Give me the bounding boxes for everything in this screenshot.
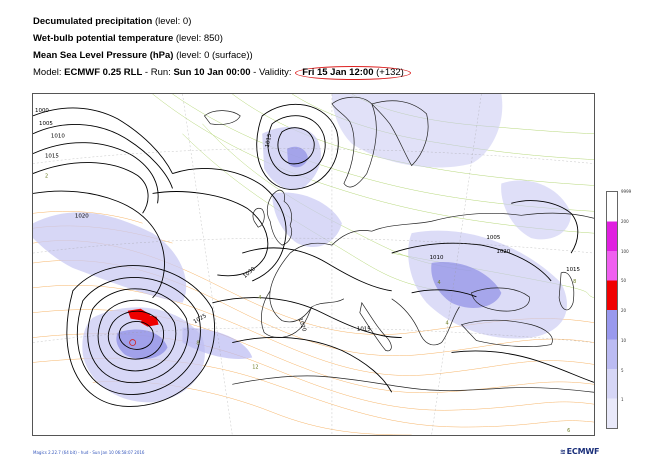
isobar-label: 1005: [486, 235, 500, 241]
legend-tick-label: 100: [621, 248, 629, 254]
coast-mainland-europe: [269, 212, 594, 323]
title-mslp-name: Mean Sea Level Pressure (hPa): [33, 50, 174, 61]
run-time: Sun 10 Jan 00:00: [173, 67, 251, 78]
theta-label: 8: [196, 341, 199, 347]
isobar-label: 1005: [39, 121, 53, 127]
legend-tick-label: 9999: [621, 189, 632, 194]
title-precipitation-level: (level: 0): [152, 16, 192, 27]
coast-italy: [359, 301, 392, 352]
coast-scandinavia: [331, 96, 429, 188]
isobar-label: 1000: [35, 108, 49, 114]
legend-tick-label: 5: [621, 367, 624, 373]
coast-black-sea: [471, 287, 530, 312]
validity-step: (+132): [373, 67, 404, 78]
isobar-label: 1020: [496, 249, 510, 255]
title-wetbulb-name: Wet-bulb potential temperature: [33, 33, 174, 44]
legend-tick-label: 50: [621, 278, 627, 284]
legend-swatch: [607, 251, 617, 281]
theta-labels: 2 4 4 8 12 4 6 8: [45, 174, 576, 435]
isobar-label: 1015: [45, 154, 59, 160]
coastlines: [203, 96, 594, 393]
legend-swatch: [607, 221, 617, 251]
coast-iceland: [203, 110, 241, 125]
coast-balkans: [391, 298, 460, 346]
coast-uk: [266, 189, 293, 246]
legend-swatch: [607, 398, 617, 428]
legend-tick-label: 20: [621, 308, 627, 313]
isobar-label: 1015: [357, 327, 371, 333]
theta-label: 4: [438, 280, 441, 286]
validity-time: Fri 15 Jan 12:00: [302, 67, 374, 78]
precipitation-legend: [606, 191, 618, 429]
coast-ireland: [252, 208, 265, 228]
theta-label: 12: [252, 364, 258, 370]
isobar-label: 1020: [296, 317, 307, 333]
precipitation-field: [33, 94, 572, 403]
model-label: Model:: [33, 67, 65, 78]
validity-highlight: Fri 15 Jan 12:00 (+132): [295, 66, 411, 80]
legend-swatch: [607, 339, 617, 369]
coast-turkey: [460, 319, 553, 347]
theta-label: 4: [258, 295, 261, 301]
weather-map[interactable]: 1000 1005 1010 1015 1015 1020 1030 1025 …: [32, 93, 595, 436]
theta-label: 4: [446, 321, 449, 327]
legend-tick-label: 1: [621, 397, 624, 403]
validity-label: - Validity:: [250, 67, 295, 78]
title-wetbulb-level: (level: 850): [173, 33, 223, 44]
model-name: ECMWF 0.25 RLL: [64, 67, 143, 78]
legend-swatch: [607, 280, 617, 310]
legend-swatch: [607, 369, 617, 399]
title-mslp: Mean Sea Level Pressure (hPa) (level: 0 …: [33, 50, 253, 62]
legend-tick-label: 200: [621, 218, 629, 224]
run-label: - Run:: [142, 67, 174, 78]
title-wetbulb: Wet-bulb potential temperature (level: 8…: [33, 33, 223, 45]
theta-label: 8: [573, 279, 576, 285]
title-mslp-level: (level: 0 (surface)): [173, 50, 253, 61]
ecmwf-logo: ≋ECMWF: [560, 447, 599, 456]
isobar-label: 1010: [51, 134, 65, 140]
theta-label: 2: [45, 174, 48, 180]
legend-tick-label: 10: [621, 337, 627, 343]
coast-caspian: [558, 271, 575, 311]
ecmwf-logo-text: ECMWF: [566, 447, 600, 456]
ecmwf-logo-icon: ≋: [560, 448, 566, 456]
isobar-label: 1020: [75, 213, 89, 219]
isobar-label: 1015: [566, 267, 580, 273]
isobars: [33, 103, 594, 407]
isobar-iceland-low: [277, 127, 315, 165]
footer-credit: Magics 2.22.7 (64 bit) - hud - Sun Jan 1…: [33, 450, 145, 455]
title-precipitation: Decumulated precipitation (level: 0): [33, 16, 191, 28]
graticule: [33, 94, 594, 435]
legend-swatch: [607, 192, 617, 222]
isobar-label: 1015: [265, 133, 273, 148]
isobar-azores-low: [118, 320, 154, 350]
coast-north-africa: [232, 375, 594, 393]
legend-swatch: [607, 310, 617, 340]
title-precipitation-name: Decumulated precipitation: [33, 16, 153, 27]
title-model-run: Model: ECMWF 0.25 RLL - Run: Sun 10 Jan …: [33, 66, 411, 80]
theta-label: 6: [567, 428, 570, 434]
isobar-label: 1010: [430, 255, 444, 261]
